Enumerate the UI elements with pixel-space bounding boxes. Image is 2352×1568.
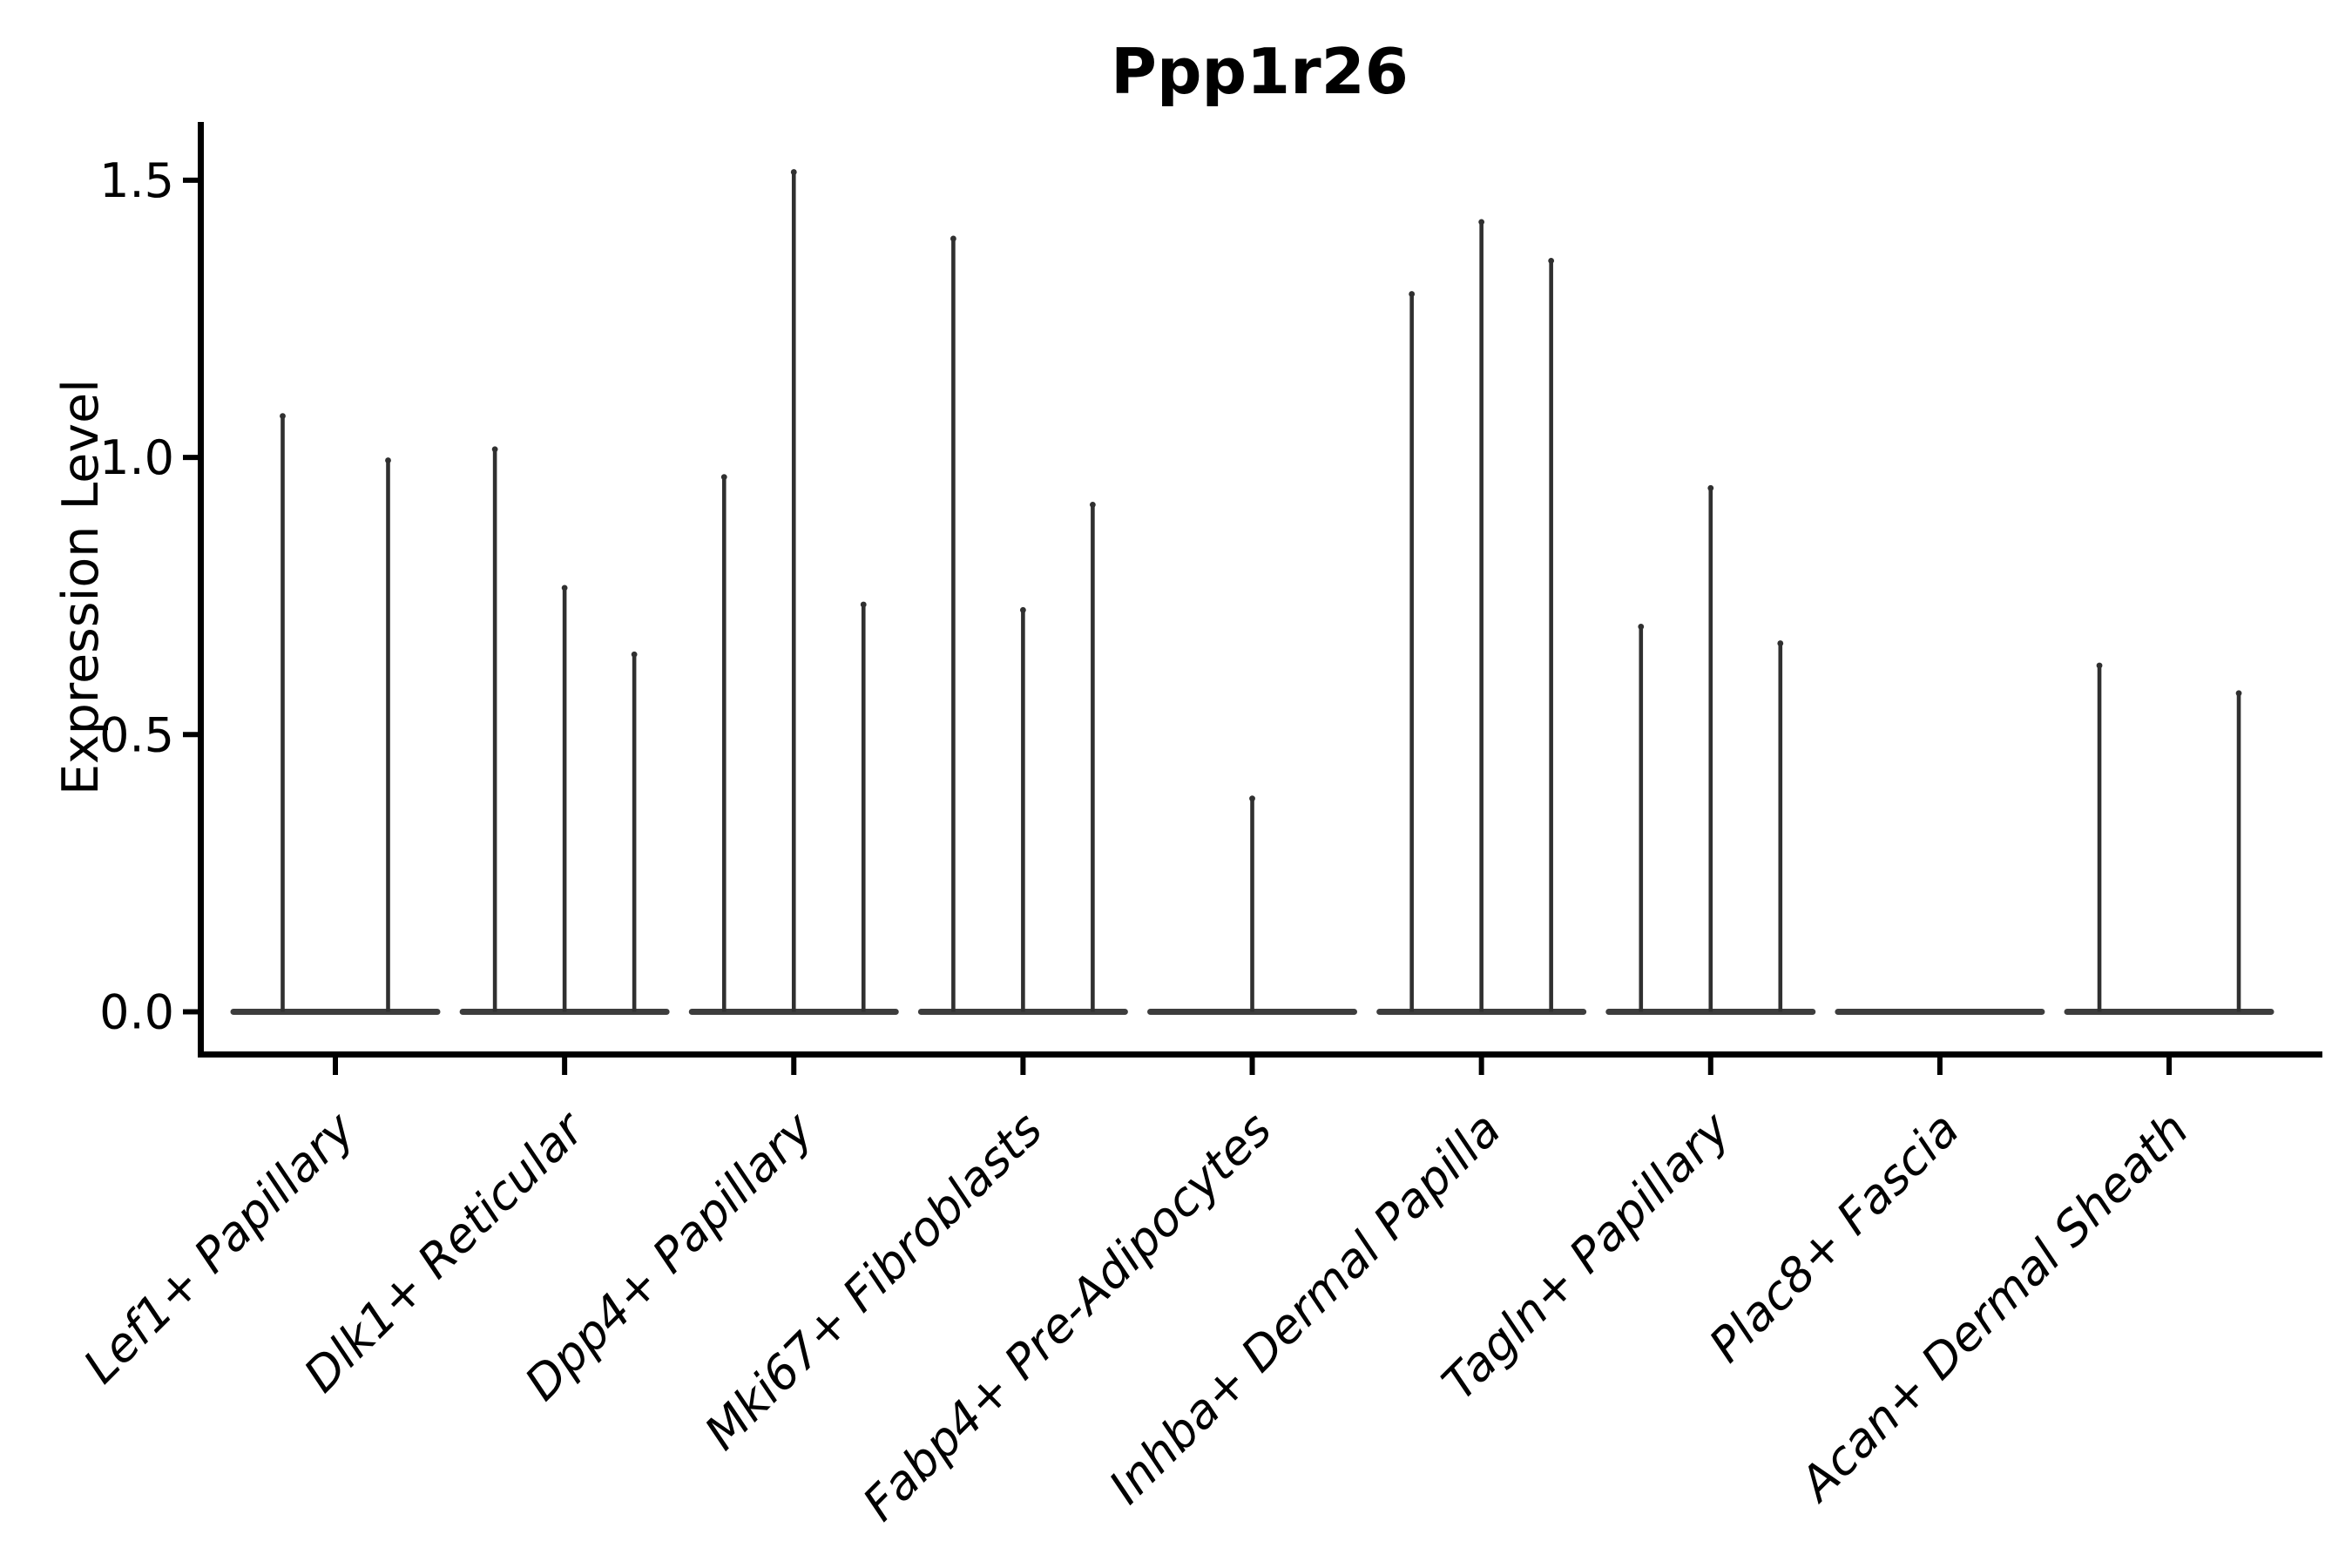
violin-spike-tip bbox=[860, 601, 867, 608]
violin-spike-tip bbox=[790, 169, 797, 175]
y-tick-label: 1.5 bbox=[99, 153, 174, 208]
x-tick-label: Acan+ Dermal Sheath bbox=[1788, 1102, 2199, 1513]
violin-spike-tip bbox=[631, 651, 638, 658]
violin-spike-tip bbox=[1548, 257, 1555, 264]
violin-spike-tip bbox=[950, 235, 956, 242]
violin-spike-tip bbox=[1478, 219, 1485, 226]
violin-spike-tip bbox=[1409, 291, 1416, 297]
violin-spike-tip bbox=[1777, 640, 1784, 646]
violin-spike-tip bbox=[2096, 662, 2103, 669]
violin-spike-tip bbox=[720, 474, 727, 480]
violin-spike-tip bbox=[1089, 502, 1096, 508]
violin-spike-tip bbox=[1638, 624, 1645, 630]
violin-spike-tip bbox=[561, 585, 568, 591]
chart-title: Ppp1r26 bbox=[1111, 35, 1409, 108]
violin-spike-tip bbox=[1707, 484, 1714, 491]
x-tick-label: Fabp4+ Pre-Adipocytes bbox=[852, 1102, 1281, 1531]
y-tick-label: 1.0 bbox=[99, 430, 174, 485]
violin-spike-tip bbox=[280, 413, 286, 419]
violin-spike-tip bbox=[2235, 690, 2242, 697]
violin-spike-tip bbox=[1019, 606, 1026, 613]
y-tick-label: 0.0 bbox=[99, 985, 174, 1040]
y-tick-label: 0.5 bbox=[99, 707, 174, 762]
x-tick-label: Inhba+ Dermal Papilla bbox=[1098, 1102, 1511, 1515]
violin-spike-tip bbox=[385, 457, 391, 463]
violin-spike-tip bbox=[491, 446, 498, 453]
violin-spike-tip bbox=[1249, 795, 1255, 802]
